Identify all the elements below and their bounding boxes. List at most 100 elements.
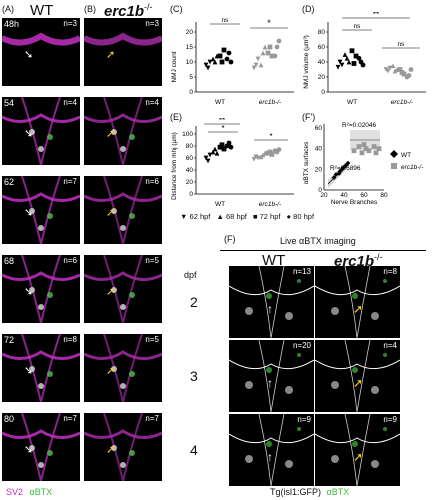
data-point xyxy=(226,140,232,146)
image-mut-row-5: n=7 ➚ xyxy=(84,413,162,481)
data-point xyxy=(346,59,352,65)
dpf-row-label: 2 xyxy=(190,294,198,310)
image-mut-row-4: n=5 ➚ xyxy=(84,334,162,402)
y-tick-label: 60 xyxy=(315,125,323,132)
white-arrow-icon: ➘ xyxy=(24,128,34,140)
data-point xyxy=(397,67,403,72)
data-point xyxy=(342,52,348,57)
data-point xyxy=(267,44,273,50)
panel-f-mut: erc1b-/- xyxy=(334,252,383,270)
panel-fp-xlabel: Nerve Branches xyxy=(331,199,378,206)
dpf-row-label: 4 xyxy=(190,442,198,458)
row-hpf-label: 62 xyxy=(4,177,15,187)
live-image-mut-dpf-1: n=4 ➚ xyxy=(315,340,400,412)
data-point xyxy=(219,142,225,148)
panel-e-sig-left: * xyxy=(221,124,224,133)
white-arrow-icon: ↑ xyxy=(267,302,273,316)
yellow-arrow-icon: ➚ xyxy=(106,49,116,61)
white-arrow-icon: ➘ xyxy=(24,444,34,456)
panel-fp-label: (F') xyxy=(302,112,316,122)
row-n-label: n=8 xyxy=(63,335,77,344)
y-tick-label: 10 xyxy=(186,59,194,66)
panel-d-x-wt: WT xyxy=(347,99,357,106)
live-image-wt-dpf-2: n=9 ↑ xyxy=(229,414,314,486)
data-point xyxy=(205,65,211,71)
data-point xyxy=(217,53,223,59)
data-point xyxy=(406,73,412,78)
data-point xyxy=(253,154,259,160)
panel-c-ylabel: NMJ count xyxy=(171,51,178,82)
panel-d-label: (D) xyxy=(302,4,315,14)
image-mut-row-3: n=5 ➚ xyxy=(84,255,162,323)
data-point xyxy=(408,67,414,72)
y-tick-label: 20 xyxy=(318,74,326,81)
data-point xyxy=(337,59,343,65)
data-point xyxy=(217,144,223,150)
row-n-label: n=7 xyxy=(145,414,159,423)
panel-fp-ylabel: αBTX surfaces xyxy=(303,141,310,185)
data-point xyxy=(376,146,382,152)
panel-f-caption: Tg(isl1:GFP) αBTX xyxy=(270,487,350,497)
data-point xyxy=(383,67,389,72)
data-point xyxy=(335,64,341,70)
data-point xyxy=(251,156,257,162)
data-point xyxy=(371,144,377,149)
live-n-label: n=4 xyxy=(383,341,397,350)
image-wt-row-3: 68 n=6 ➘ xyxy=(2,255,80,323)
panel-e-sig-top: ** xyxy=(219,118,225,125)
live-image-mut-dpf-2: n=9 ➚ xyxy=(315,414,400,486)
data-point xyxy=(373,150,379,156)
data-point xyxy=(203,62,209,68)
data-point xyxy=(339,62,345,68)
panel-e-sig-right: * xyxy=(269,132,272,141)
panel-d-sig-right: ns xyxy=(398,41,406,48)
white-arrow-icon: ➘ xyxy=(24,207,34,219)
panel-fp-legend-wt: WT xyxy=(401,152,411,159)
data-point xyxy=(258,62,264,68)
x-tick-label: 60 xyxy=(360,192,368,199)
live-n-label: n=8 xyxy=(383,267,397,276)
panel-c-x-wt: WT xyxy=(215,99,225,106)
x-tick-label: 40 xyxy=(340,192,348,199)
white-arrow-icon: ➘ xyxy=(24,365,34,377)
panel-c-sig-star: * xyxy=(267,18,271,28)
x-tick-label: 20 xyxy=(320,192,328,199)
data-point xyxy=(359,150,365,156)
data-point xyxy=(344,55,350,61)
live-image-mut-dpf-0: n=8 ➚ xyxy=(315,266,400,338)
y-tick-label: 80 xyxy=(186,143,194,150)
y-tick-label: 60 xyxy=(186,155,194,162)
data-point xyxy=(221,146,227,152)
data-point xyxy=(228,144,234,150)
white-arrow-icon: ➘ xyxy=(24,49,34,61)
row-hpf-label: 54 xyxy=(4,98,15,108)
white-arrow-icon: ↑ xyxy=(267,450,273,464)
panel-f-label: (F) xyxy=(224,234,236,244)
panel-d-ylabel: NMJ volume (µm³) xyxy=(303,35,310,89)
data-point xyxy=(269,152,275,157)
panel-fp-legend-mut: erc1b-/- xyxy=(401,164,424,171)
data-point xyxy=(265,50,271,56)
live-image-wt-dpf-0: n=13 ↑ xyxy=(229,266,314,338)
data-point xyxy=(390,63,396,69)
panel-f-title: Live αBTX imaging xyxy=(280,236,356,246)
panel-e-ylabel: Distance from mhj (µm) xyxy=(171,132,178,200)
panel-a-title: WT xyxy=(30,2,54,19)
image-wt-row-2: 62 n=7 ➘ xyxy=(2,176,80,244)
dpf-row-label: 3 xyxy=(190,368,198,384)
data-point xyxy=(351,61,357,66)
data-point xyxy=(360,62,366,68)
data-point xyxy=(272,53,278,59)
data-point xyxy=(212,146,218,152)
row-hpf-label: 48h xyxy=(4,19,20,29)
row-n-label: n=3 xyxy=(63,19,77,28)
live-n-label: n=20 xyxy=(292,341,311,350)
y-tick-label: 60 xyxy=(318,44,326,51)
panel-d-sig-top: ** xyxy=(373,12,379,19)
row-n-label: n=7 xyxy=(63,177,77,186)
panel-e-x-wt: WT xyxy=(215,201,225,208)
panel-c-chart: NMJ count 0 5 10 15 20 ns * WT erc1b-/- xyxy=(171,17,294,106)
data-point xyxy=(255,56,261,62)
y-tick-label: 100 xyxy=(182,131,193,138)
y-tick-label: 0 xyxy=(321,89,325,96)
